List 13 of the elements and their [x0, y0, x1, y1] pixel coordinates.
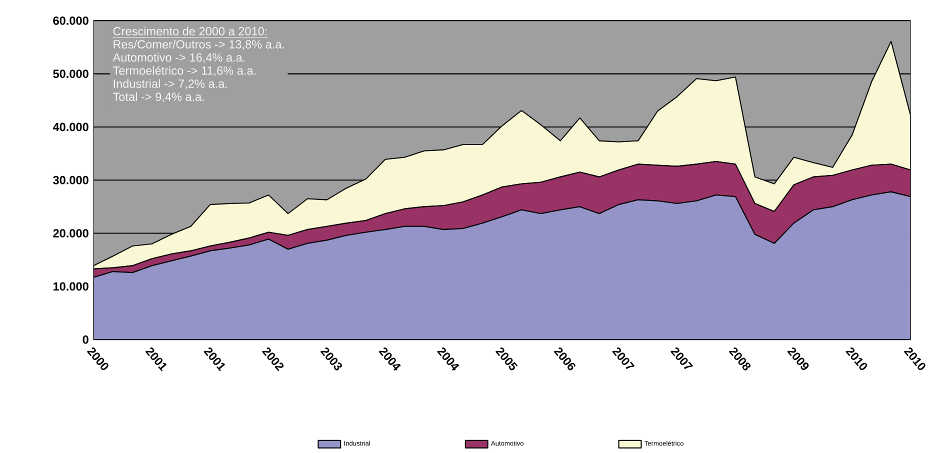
y-tick-label: 40.000: [52, 122, 88, 132]
y-tick-label: 30.000: [53, 176, 88, 184]
annotation: Industrial -> 7,2% a.a.: [114, 79, 227, 90]
y-tick-label: 60.000: [53, 16, 88, 25]
annotation: Automotivo -> 16,4% a.a.: [112, 53, 245, 64]
y-tick-label: 0: [82, 335, 88, 344]
y-tick-label: 10.000: [54, 282, 88, 291]
annotation: Crescimento de 2000 a 2010:: [113, 26, 267, 36]
annotation: Res/Comer/Outros -> 13,8% a.a.: [114, 40, 284, 50]
y-tick-label: 20.000: [53, 229, 88, 238]
annotation: Total -> 9,4% a.a.: [113, 92, 204, 102]
y-tick-label: 50.000: [53, 70, 88, 78]
annotation: Termoelétrico -> 11,6% a.a.: [113, 66, 256, 76]
